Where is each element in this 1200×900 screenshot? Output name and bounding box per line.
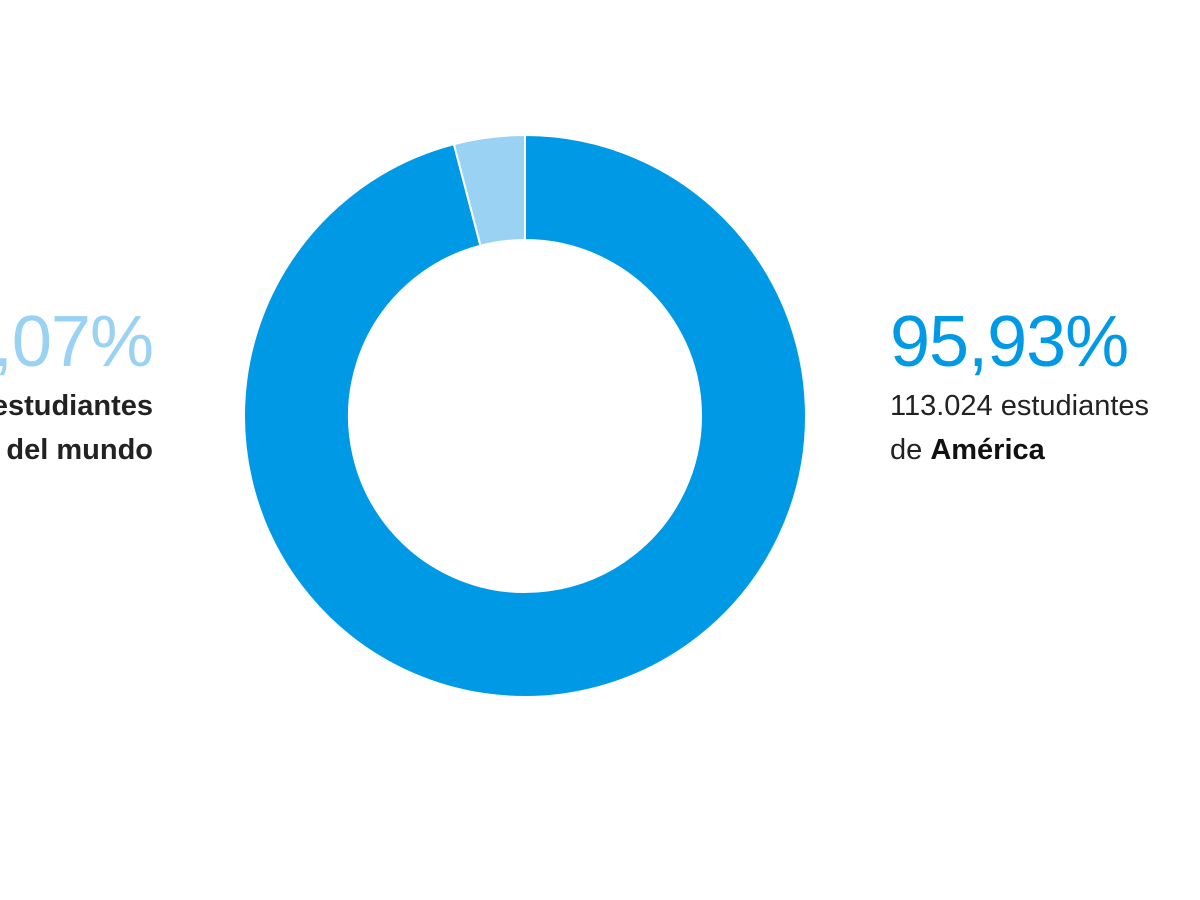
america-count: 113.024 estudiantes <box>890 390 1150 422</box>
slice-label-america: 95,93% 113.024 estudiantes de América <box>890 300 1149 472</box>
rest-of-world-region: del resto del mundo <box>0 434 153 466</box>
donut-slice-america <box>243 133 807 698</box>
america-region-name: América <box>930 434 1045 466</box>
rest-of-world-count: 4.792 estudiantes <box>0 390 153 422</box>
rest-of-world-percent: 4,07% <box>0 302 154 382</box>
america-percent: 95,93% <box>890 302 1129 382</box>
slice-label-rest-of-world: 4,07% 4.792 estudiantes del resto del mu… <box>0 300 154 472</box>
america-region-prefix: de <box>890 434 931 466</box>
donut-slice-rest-of-world <box>452 133 526 247</box>
america-region: de América <box>890 428 1149 472</box>
